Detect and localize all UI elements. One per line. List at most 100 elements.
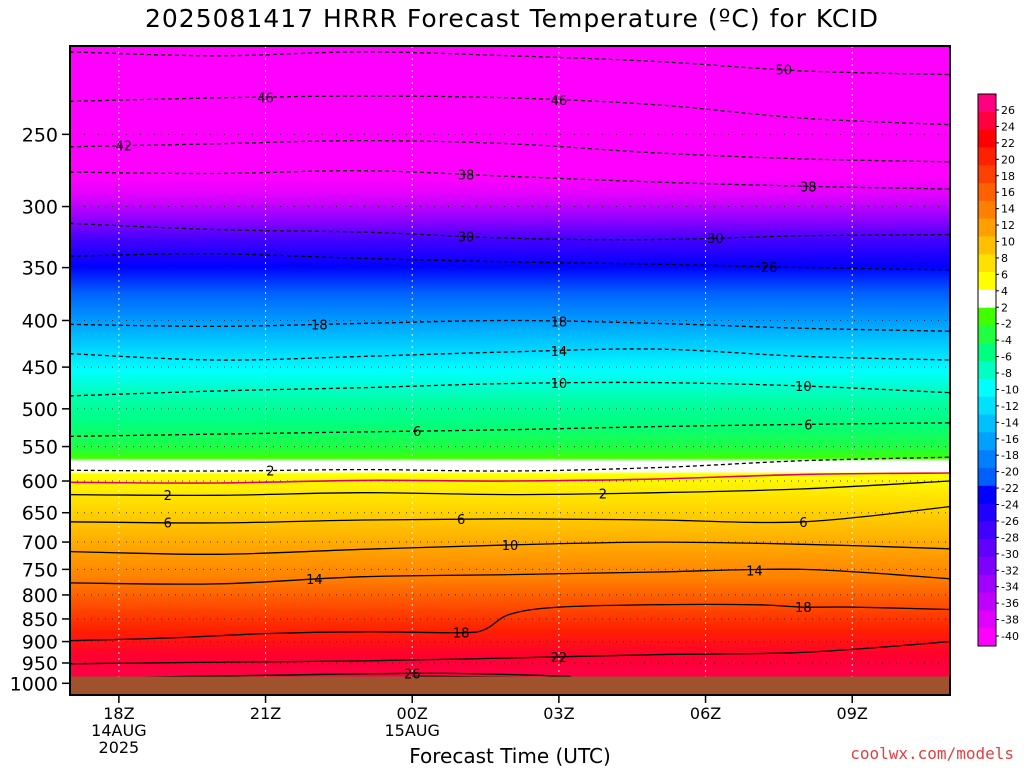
- colorbar-swatch: [978, 94, 996, 113]
- colorbar-swatch: [978, 343, 996, 362]
- y-tick-label: 750: [22, 559, 58, 581]
- contour-label: 6: [804, 418, 812, 433]
- contour-label: 10: [502, 539, 519, 554]
- colorbar-frame: [977, 93, 997, 647]
- colorbar-tick-label: 26: [1001, 104, 1015, 117]
- chart-title: 2025081417 HRRR Forecast Temperature (ºC…: [144, 4, 880, 33]
- contour-line: [70, 541, 950, 555]
- colorbar-swatch: [978, 129, 996, 148]
- colorbar-tick-label: -12: [1001, 400, 1019, 413]
- colorbar-tick-label: -38: [1001, 614, 1019, 627]
- colorbar-swatch: [978, 539, 996, 558]
- colorbar-swatch: [978, 325, 996, 344]
- contour-line: [70, 640, 950, 665]
- colorbar-swatch: [978, 254, 996, 273]
- contour-label: 50: [776, 64, 793, 79]
- contour-label: 46: [551, 94, 568, 109]
- colorbar-tick-label: -40: [1001, 630, 1019, 643]
- colorbar-tick-label: 6: [1001, 268, 1008, 281]
- contour-label: 18: [311, 318, 328, 333]
- colorbar-swatch: [978, 361, 996, 380]
- contour-label: 42: [116, 140, 133, 155]
- colorbar-swatch: [978, 111, 996, 131]
- colorbar-swatch: [978, 183, 996, 202]
- y-tick-label: 550: [22, 437, 58, 459]
- y-tick-label: 400: [22, 310, 58, 332]
- colorbar-tick-label: 22: [1001, 137, 1015, 150]
- colorbar-swatch: [978, 450, 996, 469]
- colorbar-swatch: [978, 610, 996, 629]
- y-axis: 2503003504004505005506006507007508008509…: [10, 124, 70, 695]
- colorbar-swatch: [978, 628, 996, 647]
- colorbar-tick-label: 10: [1001, 236, 1015, 249]
- plot-frame: [69, 45, 951, 696]
- source-credit: coolwx.com/models: [850, 744, 1014, 763]
- x-tick-label: 06Z: [690, 704, 721, 723]
- contour-label: 38: [458, 169, 475, 184]
- colorbar-tick-label: -28: [1001, 531, 1019, 544]
- contour-label: 2: [164, 489, 172, 504]
- contour-label: 30: [458, 230, 475, 245]
- x-tick-label: 21Z: [250, 704, 281, 723]
- grid: [70, 46, 950, 695]
- contour-label: 6: [457, 513, 465, 528]
- y-tick-label: 800: [22, 585, 58, 607]
- contour-label: 6: [164, 517, 172, 532]
- contour-label: 6: [413, 425, 421, 440]
- colorbar-tick-label: -20: [1001, 466, 1019, 479]
- y-tick-label: 900: [22, 632, 58, 654]
- contour-line: [70, 505, 950, 524]
- colorbar-swatch: [978, 236, 996, 255]
- colorbar-tick-label: -32: [1001, 564, 1019, 577]
- y-tick-label: 1000: [10, 673, 58, 695]
- contour-label: 26: [761, 261, 778, 276]
- contour-line: [70, 472, 950, 484]
- y-tick-label: 500: [22, 399, 58, 421]
- temperature-fill: [70, 46, 950, 695]
- colorbar-swatch: [978, 200, 996, 220]
- x-tick-label: 00Z: [397, 704, 428, 723]
- y-tick-label: 300: [22, 197, 58, 219]
- colorbar-tick-label: 4: [1001, 285, 1008, 298]
- contour-label: 14: [746, 564, 763, 579]
- colorbar-swatch: [978, 414, 996, 433]
- colorbar-tick-label: 8: [1001, 252, 1008, 265]
- colorbar-tick-label: -10: [1001, 383, 1019, 396]
- contour-label: 22: [551, 651, 568, 666]
- y-tick-label: 600: [22, 471, 58, 493]
- contour-line: [70, 568, 950, 585]
- contour-lines: [70, 51, 950, 678]
- y-tick-label: 250: [22, 124, 58, 146]
- x-tick-label: 14AUG: [91, 721, 146, 740]
- y-tick-label: 950: [22, 653, 58, 675]
- colorbar-swatch: [978, 521, 996, 540]
- y-tick-label: 450: [22, 357, 58, 379]
- colorbar-tick-label: 14: [1001, 203, 1015, 216]
- colorbar-tick-label: -4: [1001, 334, 1012, 347]
- y-tick-label: 650: [22, 503, 58, 525]
- contour-label: 10: [795, 380, 812, 395]
- colorbar-tick-label: -14: [1001, 416, 1019, 429]
- colorbar-tick-label: 16: [1001, 186, 1015, 199]
- contour-label: 14: [551, 345, 568, 360]
- colorbar-swatch: [978, 289, 996, 309]
- colorbar-swatch: [978, 574, 996, 594]
- ground-layer: [70, 676, 950, 695]
- colorbar-swatch: [978, 556, 996, 576]
- x-axis-label: Forecast Time (UTC): [409, 744, 611, 768]
- colorbar-swatch: [978, 396, 996, 416]
- colorbar-swatch: [978, 503, 996, 522]
- colorbar-swatch: [978, 147, 996, 166]
- contour-label: 30: [707, 232, 724, 247]
- colorbar-swatch: [978, 272, 996, 291]
- colorbar-tick-label: -26: [1001, 515, 1019, 528]
- y-tick-label: 850: [22, 609, 58, 631]
- x-tick-label: 18Z: [103, 704, 134, 723]
- x-tick-label: 09Z: [837, 704, 868, 723]
- colorbar-swatch: [978, 592, 996, 611]
- colorbar-tick-label: -6: [1001, 351, 1012, 364]
